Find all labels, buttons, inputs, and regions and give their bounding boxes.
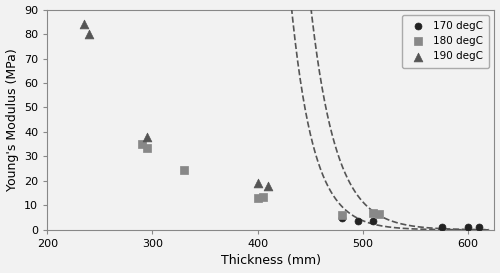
170 degC [354,219,362,224]
190 degC [86,32,94,36]
180 degC [180,168,188,172]
170 degC [464,224,472,229]
180 degC [338,213,346,217]
180 degC [374,212,382,216]
190 degC [143,135,151,139]
180 degC [143,146,151,150]
190 degC [80,22,88,26]
170 degC [474,225,482,229]
180 degC [259,195,267,199]
190 degC [254,181,262,186]
180 degC [138,142,146,146]
Legend: 170 degC, 180 degC, 190 degC: 170 degC, 180 degC, 190 degC [402,15,489,68]
170 degC [438,225,446,229]
Y-axis label: Young's Modulus (MPa): Young's Modulus (MPa) [6,48,18,191]
X-axis label: Thickness (mm): Thickness (mm) [221,254,321,268]
180 degC [370,210,378,215]
180 degC [254,196,262,200]
190 degC [264,184,272,188]
170 degC [370,218,378,223]
170 degC [338,215,346,220]
